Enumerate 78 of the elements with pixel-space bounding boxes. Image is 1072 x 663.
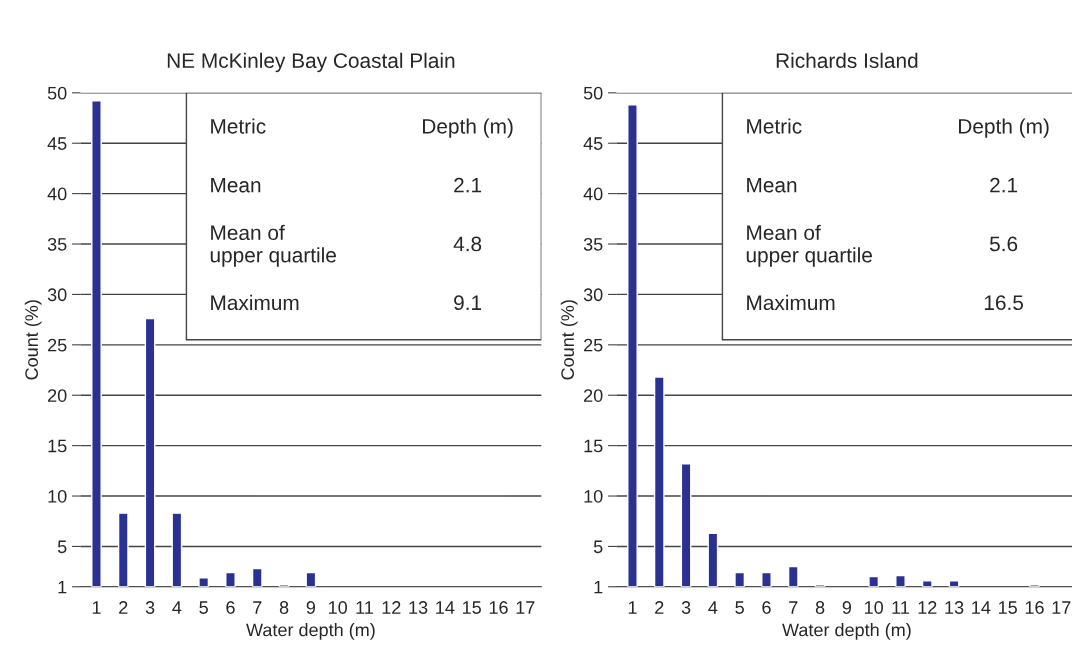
annotation: Maximum	[747, 294, 835, 311]
x-tick-label: 2	[655, 601, 664, 614]
x-axis-title: Water depth (m)	[782, 623, 911, 640]
annotation: Mean	[747, 177, 797, 193]
chart-title: NE McKinley Bay Coastal Plain	[167, 52, 455, 73]
x-tick-label: 9	[306, 601, 316, 614]
x-tick-label: 5	[199, 601, 208, 614]
y-tick-label: 50	[583, 86, 603, 100]
y-tick-label: 25	[584, 338, 603, 352]
annotation: 9.1	[454, 295, 482, 311]
x-tick-label: 8	[815, 601, 825, 614]
x-tick-label: 14	[972, 601, 991, 614]
annotation: 5.6	[989, 236, 1018, 252]
annotation: Depth (m)	[423, 118, 513, 138]
x-tick-label: 12	[382, 601, 401, 614]
x-tick-label: 8	[279, 601, 289, 614]
x-tick-label: 7	[253, 601, 262, 614]
x-tick-label: 3	[145, 601, 155, 614]
x-tick-label: 1	[628, 601, 637, 614]
y-axis-title: Count (%)	[560, 300, 578, 380]
x-tick-label: 12	[918, 601, 937, 614]
x-tick-label: 13	[945, 601, 964, 614]
annotation: 16.5	[984, 295, 1024, 311]
x-tick-label: 11	[356, 601, 373, 614]
annotation: Metric	[211, 118, 266, 134]
y-tick-label: 30	[583, 288, 603, 302]
x-tick-label: 3	[681, 601, 691, 614]
annotation: Maximum	[211, 294, 299, 311]
y-tick-label: 45	[47, 137, 67, 150]
x-tick-label: 10	[329, 601, 348, 614]
y-tick-label: 30	[47, 288, 67, 302]
x-tick-label: 16	[489, 601, 508, 614]
chart-title: Richards Island	[776, 52, 918, 69]
annotation: 2.1	[454, 177, 482, 193]
annotation: Mean of upper quartile	[210, 224, 336, 267]
annotation: Mean of upper quartile	[746, 224, 872, 267]
x-tick-label: 4	[708, 601, 718, 614]
x-tick-label: 11	[892, 601, 909, 614]
y-tick-label: 40	[583, 187, 603, 201]
annotation: Depth (m)	[959, 118, 1049, 138]
annotation: Mean	[211, 177, 261, 193]
y-axis-title: Count (%)	[24, 300, 42, 380]
y-tick-label: 20	[48, 389, 67, 402]
y-tick-label: 1	[594, 580, 603, 594]
y-tick-label: 35	[583, 237, 603, 251]
x-tick-label: 13	[409, 601, 428, 614]
x-tick-label: 15	[999, 601, 1017, 614]
y-tick-label: 5	[57, 540, 67, 554]
x-tick-label: 6	[226, 601, 235, 614]
x-tick-label: 4	[172, 601, 182, 614]
x-tick-label: 16	[1025, 601, 1044, 614]
annotation: Metric	[747, 118, 802, 134]
y-tick-label: 10	[584, 489, 603, 503]
y-tick-label: 20	[584, 389, 603, 402]
y-tick-label: 40	[47, 187, 67, 201]
x-tick-label: 14	[436, 601, 455, 614]
x-tick-label: 17	[516, 601, 535, 614]
y-tick-label: 10	[48, 489, 67, 503]
x-tick-label: 2	[119, 601, 128, 614]
y-tick-label: 15	[584, 439, 603, 453]
x-tick-label: 5	[735, 601, 744, 614]
x-tick-label: 6	[762, 601, 771, 614]
annotation: 2.1	[990, 177, 1018, 193]
x-tick-label: 1	[92, 601, 101, 614]
x-tick-label: 10	[865, 601, 884, 614]
x-tick-label: 7	[789, 601, 798, 614]
x-tick-label: 17	[1052, 601, 1071, 614]
annotation: 4.8	[453, 236, 482, 252]
y-tick-label: 15	[48, 439, 67, 453]
y-tick-label: 5	[593, 540, 603, 554]
y-tick-label: 45	[583, 137, 603, 150]
y-tick-label: 35	[47, 237, 67, 251]
y-tick-label: 50	[47, 86, 67, 100]
x-tick-label: 15	[463, 601, 481, 614]
y-tick-label: 25	[48, 338, 67, 352]
x-tick-label: 9	[842, 601, 852, 614]
y-tick-label: 1	[58, 580, 67, 594]
x-axis-title: Water depth (m)	[246, 623, 375, 640]
